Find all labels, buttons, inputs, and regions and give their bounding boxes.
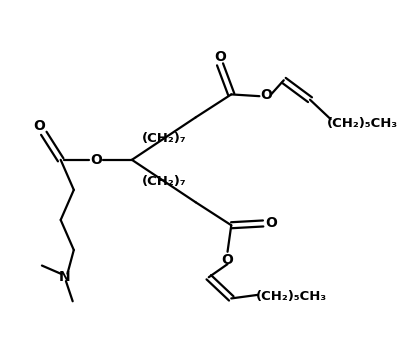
Text: O: O (222, 252, 233, 267)
Text: O: O (260, 88, 272, 102)
Text: (CH₂)₇: (CH₂)₇ (142, 132, 186, 145)
Text: O: O (90, 153, 102, 167)
Text: (CH₂)₅CH₃: (CH₂)₅CH₃ (256, 290, 327, 303)
Text: (CH₂)₅CH₃: (CH₂)₅CH₃ (327, 117, 398, 130)
Text: O: O (33, 119, 45, 133)
Text: (CH₂)₇: (CH₂)₇ (142, 175, 186, 187)
Text: O: O (214, 50, 226, 64)
Text: N: N (59, 269, 70, 284)
Text: O: O (265, 217, 277, 230)
